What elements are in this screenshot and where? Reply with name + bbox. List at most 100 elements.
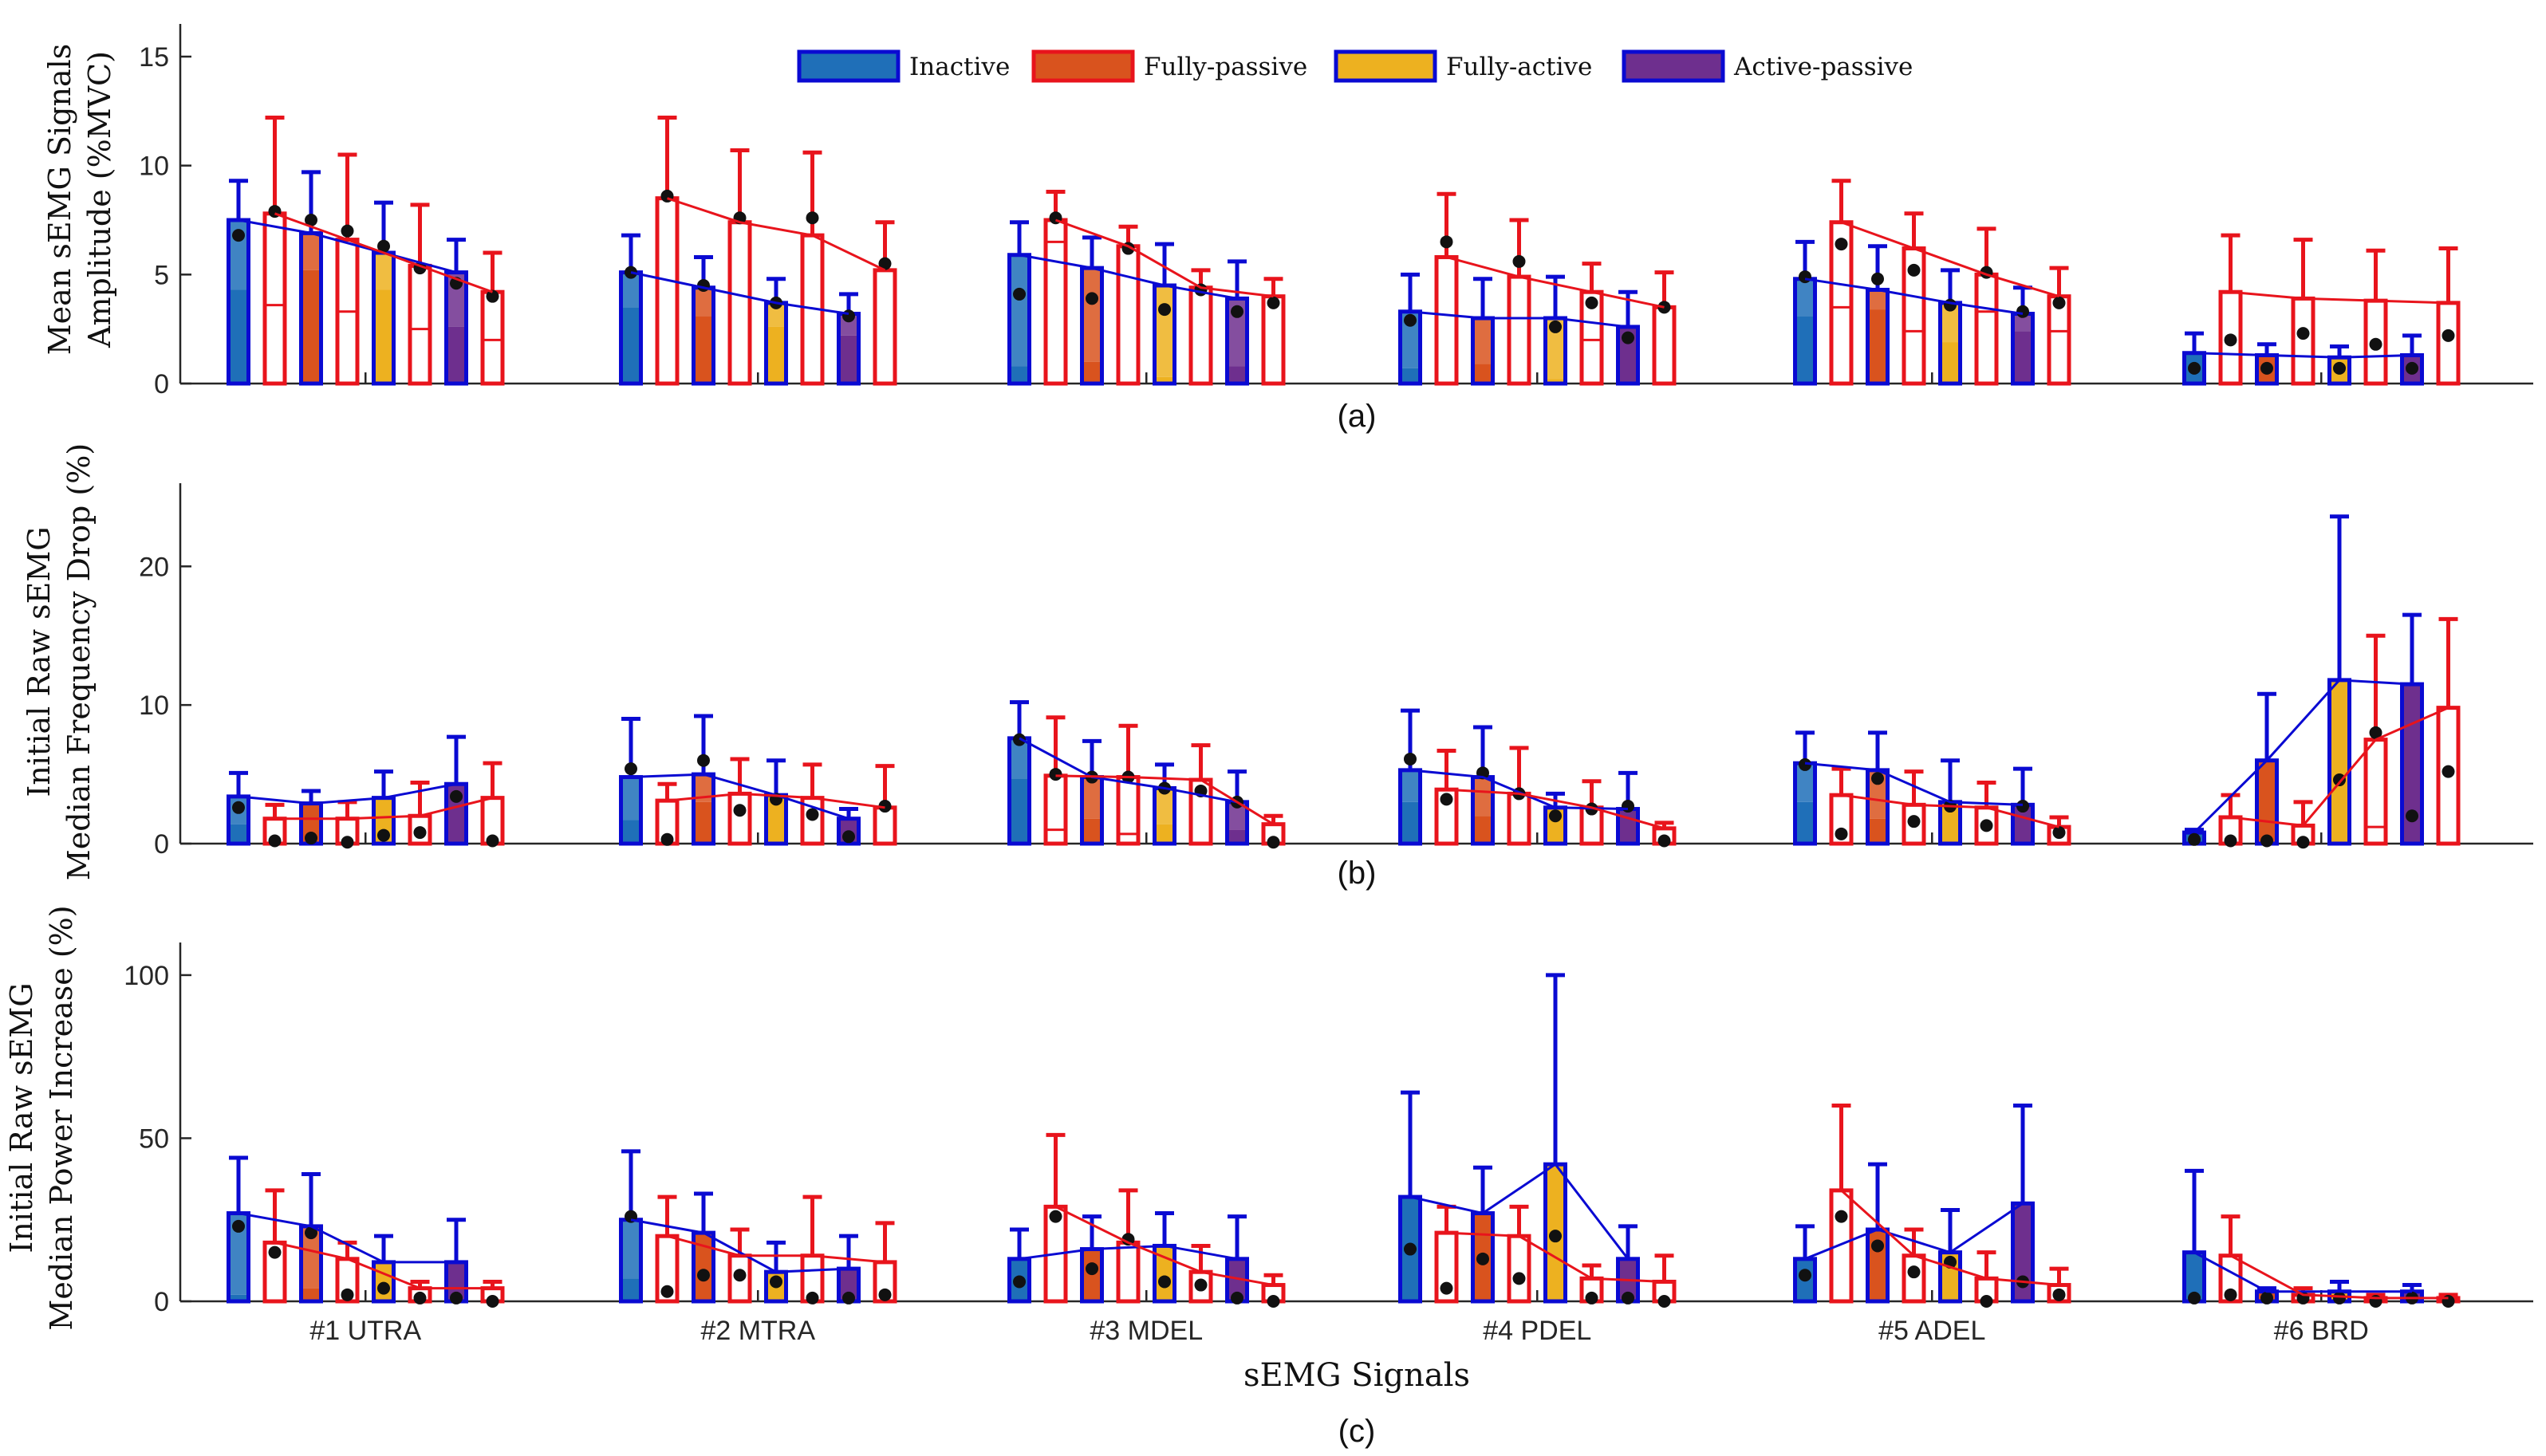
median-dot	[1013, 1275, 1026, 1289]
bar-fill-upper	[1795, 278, 1815, 317]
y-tick-label: 100	[124, 961, 169, 991]
median-dot	[2333, 1291, 2346, 1304]
bar-fill	[621, 307, 641, 384]
y-tick-label: 0	[154, 1287, 169, 1317]
bar	[2436, 301, 2461, 386]
median-dot	[2224, 834, 2237, 848]
bar-group	[1793, 1104, 2071, 1308]
bar	[1116, 244, 1141, 386]
bar-group	[1793, 179, 2071, 386]
trend-line-blue	[1409, 1163, 1630, 1260]
median-dot	[1512, 1272, 1526, 1285]
bar	[1188, 285, 1213, 386]
bar-group	[1398, 708, 1677, 848]
bar-fill	[1472, 364, 1493, 384]
bar-fill-upper	[693, 287, 714, 317]
median-dot	[1622, 331, 1634, 344]
bar	[727, 220, 752, 386]
median-dot	[1158, 1275, 1171, 1289]
median-dot	[486, 834, 499, 848]
median-dot	[2260, 834, 2273, 848]
median-dot	[1585, 1291, 1598, 1304]
bar-fill	[2256, 760, 2277, 844]
trend-line-blue	[238, 218, 457, 274]
bar-fill-upper	[1472, 777, 1493, 817]
median-dot	[842, 1291, 855, 1304]
trend-line-red	[1055, 774, 1275, 825]
median-dot	[1013, 287, 1026, 301]
legend: Inactive Fully-passive Fully-active Active-…	[797, 49, 1913, 83]
bar-group	[227, 1155, 505, 1308]
median-dot	[733, 1269, 747, 1282]
bar	[1043, 773, 1068, 846]
median-dot	[1267, 836, 1280, 849]
bar-fill	[446, 326, 467, 384]
panel-caption: (b)	[1338, 856, 1377, 891]
median-dot	[1267, 296, 1280, 309]
median-dot	[2406, 809, 2418, 823]
bar-fill-upper	[1472, 318, 1493, 364]
median-dot	[413, 1291, 427, 1304]
bar-fill-upper	[1867, 289, 1888, 310]
trend-line-blue	[1804, 277, 2024, 316]
bar-fill	[693, 801, 714, 844]
median-dot	[1622, 1291, 1634, 1304]
median-dot	[1512, 254, 1526, 268]
median-dot	[1267, 1295, 1280, 1308]
median-dot	[1013, 733, 1026, 746]
median-dot	[806, 211, 819, 225]
median-dot	[1871, 1239, 1884, 1253]
median-dot	[1440, 1281, 1453, 1295]
median-dot	[1907, 263, 1921, 277]
trend-line-red	[274, 212, 494, 293]
y-axis-label: Initial Raw sEMG	[4, 982, 39, 1253]
median-dot	[341, 836, 354, 849]
trend-line-red	[667, 197, 886, 272]
trend-line-blue	[1804, 1202, 2024, 1261]
y-axis-label: Median Frequency Drop (%)	[61, 443, 97, 880]
median-dot	[1980, 1295, 1993, 1308]
bar-fill	[1795, 316, 1815, 384]
trend-line-red	[1446, 256, 1665, 309]
median-dot	[232, 1219, 245, 1233]
median-dot	[1907, 815, 1921, 828]
median-dot	[878, 800, 892, 813]
trend-line-blue	[630, 773, 849, 820]
legend-label: Fully-active	[1446, 53, 1592, 81]
bar	[873, 268, 897, 386]
bar-fill	[1009, 778, 1030, 844]
median-dot	[2016, 305, 2029, 318]
median-dot	[2442, 329, 2455, 342]
median-dot	[1871, 772, 1884, 785]
trend-line-red	[1054, 218, 1274, 298]
trend-line-blue	[2193, 679, 2413, 834]
panel-caption: (a)	[1338, 399, 1377, 434]
bar-fill	[1082, 1249, 1102, 1301]
bar	[480, 289, 505, 386]
median-dot	[1231, 305, 1243, 318]
bar	[1652, 305, 1677, 386]
bar-fill	[693, 316, 714, 384]
median-dot	[2333, 773, 2346, 787]
bar	[1507, 274, 1531, 386]
panel-a: 0 5 10 15 Mean sEMG Signals Amplitude (%MVC) (…	[42, 24, 2533, 434]
y-tick-label: 50	[139, 1123, 169, 1154]
median-dot	[1549, 320, 1562, 333]
median-dot	[1549, 809, 1562, 823]
median-dot	[1086, 292, 1098, 305]
y-tick-label: 15	[139, 42, 169, 73]
bar-group	[2182, 1168, 2461, 1308]
median-dot	[1049, 768, 1062, 781]
trend-line-blue	[1804, 761, 2024, 806]
median-dot	[2052, 1288, 2066, 1301]
median-dot	[1404, 752, 1417, 765]
median-dot	[2188, 1291, 2201, 1304]
median-dot	[1549, 1230, 1562, 1243]
median-dot	[842, 309, 855, 323]
bar-fill-upper	[1154, 285, 1175, 377]
median-dot	[1657, 834, 1671, 848]
legend-swatch	[1622, 49, 1725, 83]
median-dot	[1440, 793, 1453, 806]
bar-fill-upper	[1082, 777, 1102, 819]
trend-line-red	[274, 1241, 493, 1290]
